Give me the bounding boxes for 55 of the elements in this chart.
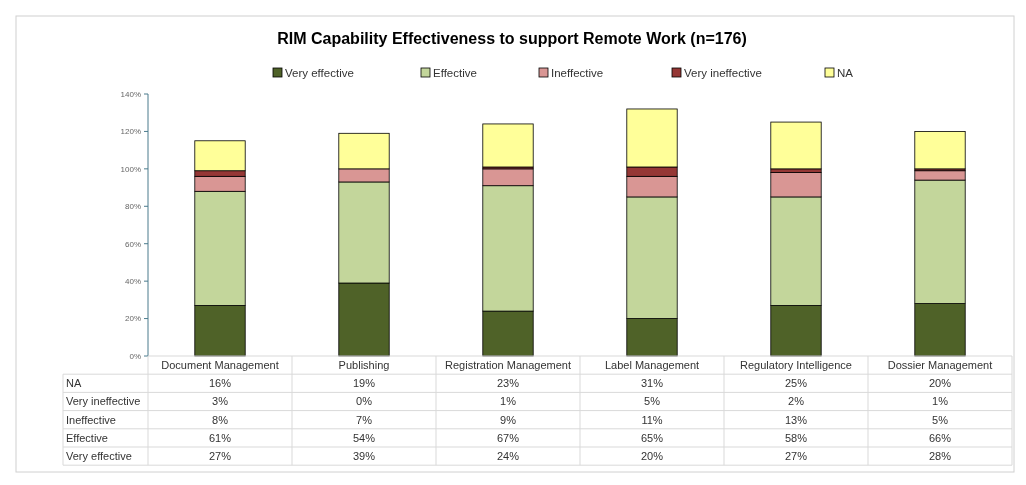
data-label: 16%	[208, 377, 232, 390]
data-label: 20%	[640, 449, 664, 462]
data-label: 28%	[928, 449, 952, 462]
x-tick-label: Document Management	[161, 358, 279, 371]
text: NA	[66, 377, 82, 390]
y-tick-label: 120%	[120, 127, 141, 137]
legend-label: Very effective	[285, 67, 354, 79]
data-label: 39%	[352, 449, 376, 462]
x-tick-label: Dossier Management	[887, 358, 993, 371]
x-tick-label: Publishing	[338, 358, 390, 371]
data-label: 25%	[784, 377, 808, 390]
data-label: 27%	[208, 449, 232, 462]
y-tick-label: 20%	[124, 314, 141, 324]
data-label: 61%	[208, 431, 232, 444]
text: Effective	[66, 431, 108, 444]
data-label: 1%	[500, 395, 517, 408]
y-tick-label: 100%	[120, 164, 141, 174]
chart-title: RIM Capability Effectiveness to support Remote Work (n=176)	[277, 30, 747, 47]
y-tick-label: 0%	[129, 351, 141, 361]
data-label: 54%	[352, 431, 376, 444]
data-label: 1%	[932, 395, 949, 408]
x-tick-label: Label Management	[604, 358, 700, 371]
data-label: 9%	[500, 413, 517, 426]
data-label: 65%	[640, 431, 664, 444]
data-label: 20%	[928, 377, 952, 390]
legend-label: NA	[837, 67, 854, 79]
data-label: 19%	[352, 377, 376, 390]
text: Ineffective	[66, 413, 116, 426]
data-label: 3%	[212, 395, 229, 408]
y-tick-label: 80%	[124, 202, 141, 212]
x-tick-label: Regulatory Intelligence	[740, 358, 852, 371]
x-tick-label: Registration Management	[445, 358, 571, 371]
data-label: 24%	[496, 449, 520, 462]
data-label: 67%	[496, 431, 520, 444]
data-label: 5%	[644, 395, 661, 408]
data-label: 2%	[788, 395, 805, 408]
data-label: 8%	[212, 413, 229, 426]
legend-label: Effective	[433, 67, 477, 79]
y-tick-label: 40%	[124, 276, 141, 286]
y-tick-label: 140%	[120, 89, 141, 99]
data-label: 0%	[356, 395, 373, 408]
y-tick-label: 60%	[124, 239, 141, 249]
data-label: 7%	[356, 413, 373, 426]
data-label: 13%	[784, 413, 808, 426]
data-label: 58%	[784, 431, 808, 444]
data-label: 66%	[928, 431, 952, 444]
text: Very effective	[66, 449, 132, 462]
legend-label: Ineffective	[551, 67, 604, 79]
text: Very ineffective	[66, 395, 141, 408]
data-label: 27%	[784, 449, 808, 462]
data-label: 5%	[932, 413, 949, 426]
legend-label: Very ineffective	[684, 67, 762, 79]
data-label: 31%	[640, 377, 664, 390]
data-label: 11%	[641, 413, 663, 426]
data-label: 23%	[496, 377, 520, 390]
